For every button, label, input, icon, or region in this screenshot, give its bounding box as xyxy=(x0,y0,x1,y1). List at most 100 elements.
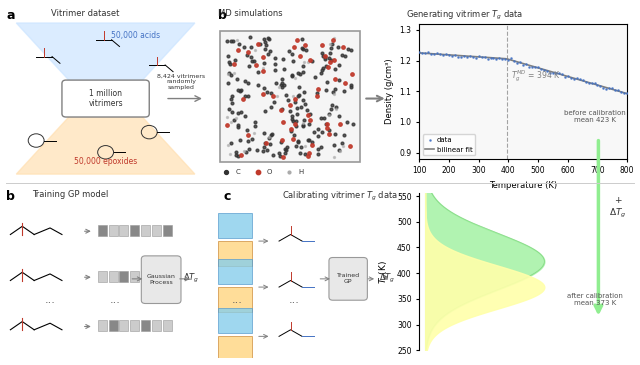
Point xyxy=(291,123,301,129)
data xyxy=(435,51,445,57)
data xyxy=(515,59,525,65)
Point xyxy=(298,120,308,126)
Point xyxy=(326,107,336,112)
Point xyxy=(291,143,301,149)
Point xyxy=(285,108,295,114)
Point xyxy=(264,134,274,139)
Text: $\Delta T_g$: $\Delta T_g$ xyxy=(183,272,199,285)
data xyxy=(461,54,472,60)
Point xyxy=(307,139,317,145)
Point xyxy=(329,154,339,160)
Point xyxy=(243,138,253,144)
Text: ...: ... xyxy=(232,296,242,306)
data xyxy=(423,49,433,55)
Point xyxy=(284,169,294,175)
Point xyxy=(305,117,315,123)
Point xyxy=(346,82,356,88)
Point xyxy=(287,73,297,79)
Point xyxy=(247,136,257,142)
Point xyxy=(267,131,277,137)
Text: $\Delta T_g$: $\Delta T_g$ xyxy=(379,272,396,285)
Point xyxy=(244,34,255,40)
Text: Generating vitrimer $T_g$ data: Generating vitrimer $T_g$ data xyxy=(406,9,524,22)
Bar xyxy=(98,320,107,331)
Point xyxy=(312,146,323,152)
Point xyxy=(261,42,271,48)
Point xyxy=(233,110,243,116)
data xyxy=(503,57,513,63)
Point xyxy=(285,126,296,132)
data xyxy=(563,73,573,79)
data xyxy=(474,53,484,58)
Point xyxy=(329,142,339,148)
Point xyxy=(266,132,276,138)
Point xyxy=(339,88,349,94)
Point xyxy=(323,112,333,118)
Point xyxy=(280,146,290,152)
data xyxy=(607,85,618,91)
Point xyxy=(289,99,300,105)
Point xyxy=(226,72,236,78)
Polygon shape xyxy=(17,23,195,99)
Point xyxy=(296,104,306,110)
Point xyxy=(270,67,280,73)
Bar xyxy=(163,320,172,331)
Point xyxy=(268,152,278,158)
Text: ...: ... xyxy=(45,296,56,306)
Point xyxy=(259,85,269,91)
data xyxy=(521,61,531,67)
Bar xyxy=(120,320,129,331)
Text: 8,424 vitrimers
randomly
sampled: 8,424 vitrimers randomly sampled xyxy=(157,74,205,90)
Point xyxy=(258,91,268,96)
Point xyxy=(276,82,286,88)
data xyxy=(438,52,448,58)
data xyxy=(593,82,603,88)
Point xyxy=(259,144,269,150)
data xyxy=(560,74,570,80)
Point xyxy=(243,80,253,86)
Point xyxy=(298,89,308,95)
Point xyxy=(221,114,232,120)
Point xyxy=(324,131,335,137)
Point xyxy=(303,137,313,142)
Point xyxy=(278,57,288,62)
Bar xyxy=(109,320,118,331)
Point xyxy=(300,101,310,107)
Point xyxy=(308,128,319,134)
Point xyxy=(294,84,304,90)
Point xyxy=(236,152,246,158)
Point xyxy=(278,154,288,160)
Text: ...: ... xyxy=(289,296,300,306)
Point xyxy=(222,123,232,128)
Point xyxy=(253,41,263,47)
data xyxy=(586,80,596,86)
Bar xyxy=(131,271,140,282)
Point xyxy=(307,58,317,64)
data xyxy=(500,56,511,62)
Point xyxy=(262,147,272,153)
Text: Calibrating vitrimer $T_g$ data: Calibrating vitrimer $T_g$ data xyxy=(282,190,397,203)
Point xyxy=(292,111,303,117)
Text: 50,000 acids: 50,000 acids xyxy=(111,31,160,41)
data xyxy=(483,56,493,62)
Text: b: b xyxy=(6,190,15,203)
Point xyxy=(312,90,322,96)
Point xyxy=(320,54,330,60)
Point xyxy=(227,93,237,99)
Point xyxy=(310,74,320,80)
Point xyxy=(233,47,243,53)
data xyxy=(524,64,534,70)
Point xyxy=(227,100,237,106)
Point xyxy=(250,119,260,125)
Point xyxy=(275,153,285,159)
Point xyxy=(314,151,324,157)
Point xyxy=(329,92,339,97)
Bar xyxy=(131,224,140,236)
Point xyxy=(293,139,303,145)
Point xyxy=(246,58,257,64)
Point xyxy=(280,150,290,156)
Point xyxy=(299,59,309,65)
bilinear fit xyxy=(611,88,619,92)
data xyxy=(417,50,428,56)
bilinear fit xyxy=(421,51,429,55)
